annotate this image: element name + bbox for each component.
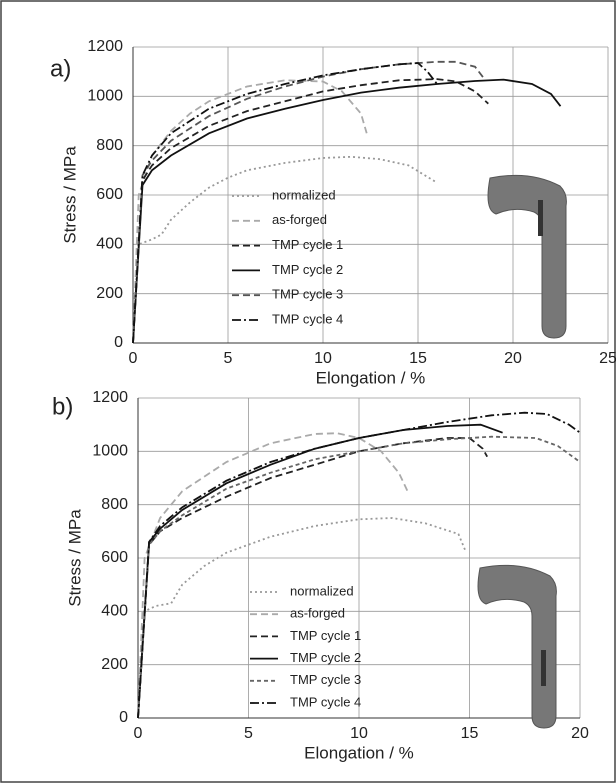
y-tick-label: 1000 — [92, 443, 128, 460]
series-line — [132, 155, 438, 344]
specimen-icon — [487, 174, 567, 339]
y-tick-label: 600 — [96, 186, 123, 203]
x-tick-label: 5 — [244, 725, 253, 742]
legend-label: TMP cycle 3 — [272, 287, 343, 302]
y-tick-label: 1200 — [92, 389, 128, 406]
specimen-icon — [477, 564, 557, 729]
y-tick-label: 800 — [96, 137, 123, 154]
x-axis-title: Elongation / % — [316, 368, 426, 387]
series-line — [137, 411, 581, 719]
y-axis-title: Stress / MPa — [65, 509, 84, 607]
x-tick-label: 25 — [599, 350, 616, 367]
x-tick-label: 0 — [129, 350, 138, 367]
legend-label: TMP cycle 2 — [272, 262, 343, 277]
y-tick-label: 800 — [101, 496, 128, 513]
panel-label: a) — [50, 55, 71, 82]
x-tick-label: 5 — [224, 350, 233, 367]
legend-label: TMP cycle 3 — [290, 672, 361, 687]
y-tick-label: 0 — [114, 334, 123, 351]
series-line — [132, 78, 489, 344]
x-tick-label: 20 — [571, 725, 589, 742]
y-tick-label: 200 — [101, 656, 128, 673]
series-line — [137, 423, 503, 719]
legend-label: TMP cycle 1 — [290, 628, 361, 643]
x-tick-label: 15 — [409, 350, 427, 367]
legend-label: TMP cycle 1 — [272, 237, 343, 252]
x-tick-label: 0 — [134, 725, 143, 742]
panel-label: b) — [52, 393, 73, 420]
legend-label: TMP cycle 4 — [290, 694, 361, 709]
legend-label: TMP cycle 2 — [290, 650, 361, 665]
y-tick-label: 400 — [101, 603, 128, 620]
series-line — [137, 517, 466, 719]
legend-label: TMP cycle 4 — [272, 311, 343, 326]
specimen-icons — [477, 174, 567, 729]
legend-label: normalized — [290, 583, 354, 598]
legend-label: as-forged — [272, 212, 327, 227]
series-line — [132, 60, 486, 344]
y-tick-label: 1200 — [87, 38, 123, 55]
series-line — [137, 435, 581, 719]
x-tick-label: 15 — [461, 725, 479, 742]
series-line — [132, 78, 562, 344]
specimen-mark — [538, 200, 543, 236]
x-tick-label: 10 — [350, 725, 368, 742]
x-axis-title: Elongation / % — [304, 743, 414, 762]
y-tick-label: 0 — [119, 709, 128, 726]
series-line — [132, 62, 438, 344]
y-tick-label: 1000 — [87, 88, 123, 105]
y-tick-label: 400 — [96, 236, 123, 253]
legend-label: as-forged — [290, 606, 345, 621]
y-axis-title: Stress / MPa — [60, 146, 79, 244]
y-tick-label: 600 — [101, 549, 128, 566]
legend-label: normalized — [272, 187, 336, 202]
x-tick-label: 20 — [504, 350, 522, 367]
x-tick-label: 10 — [314, 350, 332, 367]
specimen-mark — [541, 650, 546, 686]
y-tick-label: 200 — [96, 285, 123, 302]
